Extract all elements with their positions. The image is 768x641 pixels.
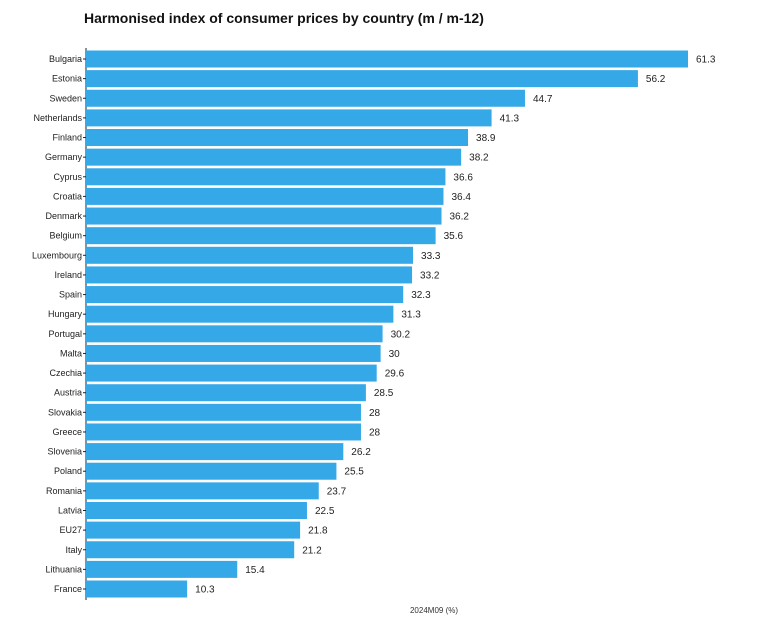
bar [86,423,361,441]
data-label: 28 [369,427,381,438]
bar [86,384,366,402]
bar [86,148,462,166]
data-label: 22.5 [315,506,335,517]
bar [86,501,307,519]
bar [86,109,492,127]
category-label: Slovenia [47,447,82,457]
category-label: Hungary [48,309,83,319]
data-label: 56.2 [646,74,666,85]
bar [86,70,638,88]
bar [86,89,525,107]
bar [86,305,394,323]
bar [86,560,238,578]
category-label: Poland [54,466,82,476]
data-label: 29.6 [385,369,405,380]
bar [86,168,446,186]
data-label: 30.2 [391,329,411,340]
category-label: Netherlands [33,113,82,123]
data-label: 28 [369,408,381,419]
data-label: 26.2 [351,447,371,458]
chart-title: Harmonised index of consumer prices by c… [84,10,484,26]
data-label: 31.3 [401,310,421,321]
data-label: 15.4 [245,565,265,576]
data-label: 33.2 [420,270,440,281]
data-label: 36.6 [453,172,473,183]
data-label: 28.5 [374,388,394,399]
data-label: 25.5 [344,467,364,478]
category-label: Croatia [53,191,82,201]
category-label: Denmark [45,211,82,221]
data-label: 38.9 [476,133,496,144]
data-label: 36.2 [450,212,470,223]
category-label: Bulgaria [49,54,82,64]
category-label: Finland [52,133,82,143]
category-label: Lithuania [45,564,82,574]
bar [86,286,404,304]
bar [86,364,377,382]
category-label: Sweden [49,93,82,103]
bar [86,227,436,245]
data-label: 21.8 [308,526,328,537]
category-label: Greece [52,427,82,437]
category-label: Luxembourg [32,250,82,260]
x-axis-label: 2024M09 (%) [410,606,458,615]
bar [86,541,295,559]
bar [86,521,301,539]
data-label: 38.2 [469,153,489,164]
data-label: 35.6 [444,231,464,242]
data-label: 41.3 [500,113,520,124]
data-label: 33.3 [421,251,441,262]
bar [86,207,442,225]
bar [86,266,413,284]
category-label: Italy [65,545,82,555]
category-label: Estonia [52,74,82,84]
data-label: 23.7 [327,486,347,497]
category-label: Austria [54,388,82,398]
bar [86,129,469,147]
data-label: 21.2 [302,545,322,556]
bar [86,187,444,205]
bar [86,325,383,343]
category-label: Czechia [49,368,82,378]
bar [86,482,319,500]
bar [86,246,414,264]
category-label: Belgium [49,231,82,241]
category-label: Latvia [58,505,82,515]
category-label: Cyprus [53,172,82,182]
data-label: 44.7 [533,94,553,105]
category-label: Germany [45,152,83,162]
category-label: Spain [59,290,82,300]
category-label: EU27 [59,525,82,535]
category-label: Malta [60,348,82,358]
bar [86,443,344,461]
bar [86,580,188,598]
category-label: Ireland [54,270,82,280]
bar [86,403,361,421]
data-label: 61.3 [696,55,716,66]
data-label: 10.3 [195,585,215,596]
bar [86,344,381,362]
category-label: Slovakia [48,407,82,417]
bar [86,462,337,480]
data-label: 32.3 [411,290,431,301]
data-label: 30 [389,349,401,360]
category-label: Romania [46,486,82,496]
category-label: Portugal [48,329,82,339]
category-label: France [54,584,82,594]
data-label: 36.4 [451,192,471,203]
bar [86,50,688,68]
